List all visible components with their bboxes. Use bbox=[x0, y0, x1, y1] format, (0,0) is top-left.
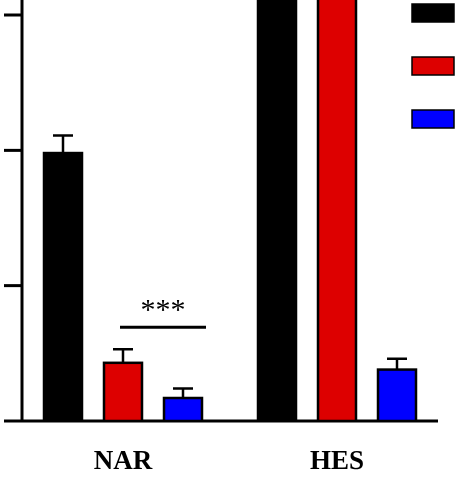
bar bbox=[316, 0, 358, 423]
significance-label: *** bbox=[141, 293, 186, 326]
bar bbox=[162, 396, 204, 423]
bar bbox=[376, 368, 418, 423]
legend-swatch bbox=[411, 56, 455, 76]
bar bbox=[256, 0, 298, 423]
legend-swatch bbox=[411, 3, 455, 23]
x-tick-label: NAR bbox=[94, 445, 153, 474]
bar bbox=[42, 151, 84, 423]
bar bbox=[102, 361, 144, 423]
x-tick-label: HES bbox=[310, 445, 364, 474]
legend-swatch bbox=[411, 109, 455, 129]
